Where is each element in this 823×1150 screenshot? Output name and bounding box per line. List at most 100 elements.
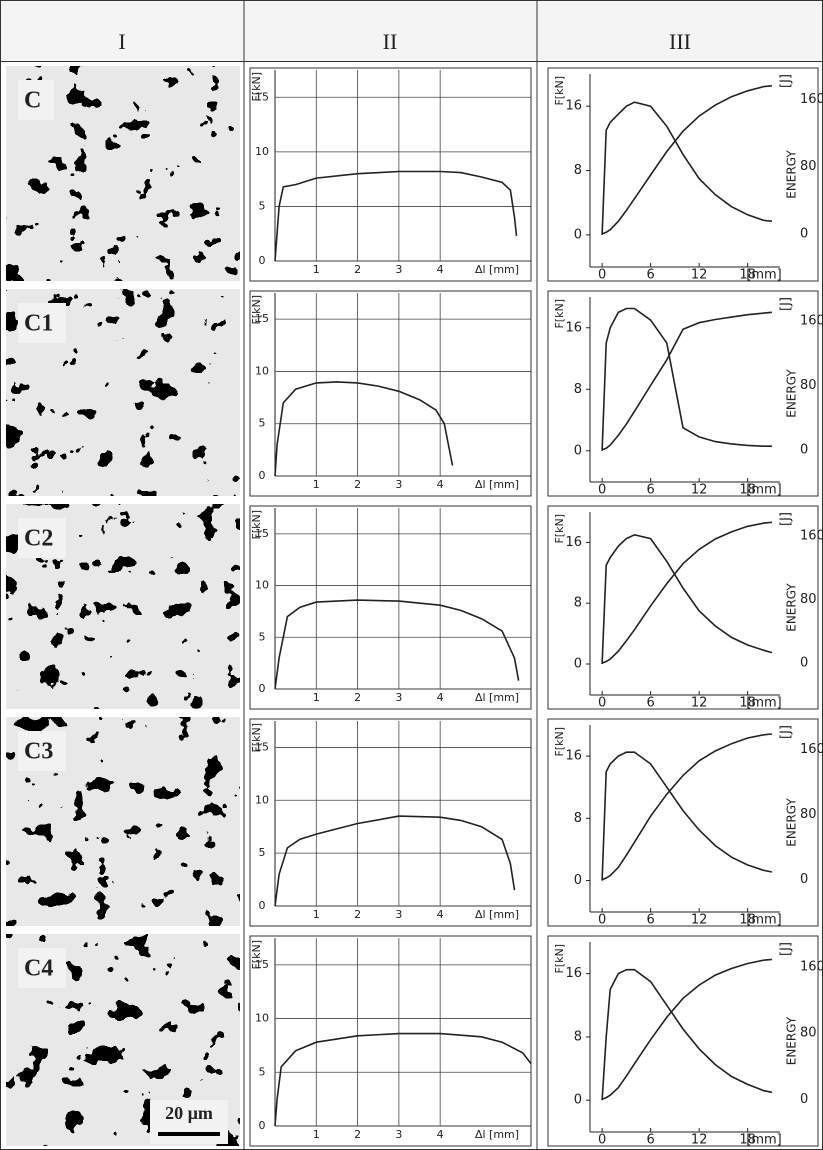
y2-unit-label: [J] xyxy=(779,297,794,311)
chart-frame xyxy=(249,67,532,282)
y2-tick-label: 0 xyxy=(800,656,808,671)
x-tick-label: 6 xyxy=(646,268,654,283)
data-line xyxy=(601,958,772,1101)
x-axis-label: [mm] xyxy=(746,913,781,928)
x-axis-label: Δl [mm] xyxy=(475,263,519,276)
y-tick-label: 8 xyxy=(574,163,582,178)
y-tick-label: 5 xyxy=(259,1065,266,1078)
x-tick-label: 2 xyxy=(354,908,361,921)
y-tick-label: 8 xyxy=(574,382,582,397)
y-tick-label: 15 xyxy=(255,90,269,103)
y2-axis-label: ENERGY xyxy=(785,1016,799,1065)
x-tick-label: 12 xyxy=(691,268,708,283)
data-line xyxy=(601,533,773,665)
x-axis-label: [mm] xyxy=(746,268,781,283)
y-tick-label: 15 xyxy=(255,312,269,325)
data-line xyxy=(601,733,772,881)
chart-frame xyxy=(547,718,819,927)
chart-frame xyxy=(249,935,532,1147)
x-tick-label: 3 xyxy=(395,908,402,921)
x-axis-label: Δl [mm] xyxy=(475,908,519,921)
x-tick-label: 12 xyxy=(691,1133,708,1148)
data-line xyxy=(601,101,772,235)
y-tick-label: 0 xyxy=(259,682,266,695)
x-tick-label: 0 xyxy=(598,913,606,928)
y2-tick-label: 0 xyxy=(800,1092,808,1107)
y2-tick-label: 0 xyxy=(800,442,808,457)
x-tick-label: 18 xyxy=(739,483,756,498)
chart-frame xyxy=(249,505,532,710)
micrographs: C C1 C2 C3 C4 20 µm xyxy=(6,66,240,1146)
x-tick-label: 0 xyxy=(598,1133,606,1148)
y-tick-label: 16 xyxy=(565,320,582,335)
x-tick-label: 6 xyxy=(646,1133,654,1148)
y-tick-label: 5 xyxy=(259,846,266,859)
data-line xyxy=(601,307,772,451)
x-tick-label: 0 xyxy=(598,268,606,283)
y-tick-label: 15 xyxy=(255,958,269,971)
y-axis-label: F[kN] xyxy=(553,299,566,329)
x-tick-label: 3 xyxy=(395,478,402,491)
x-tick-label: 4 xyxy=(437,478,444,491)
y2-tick-label: 160 xyxy=(800,528,823,543)
y-axis-label: F[kN] xyxy=(553,727,566,757)
x-axis-label: [mm] xyxy=(746,696,781,711)
label-box xyxy=(18,948,66,988)
y-tick-label: 0 xyxy=(574,227,582,242)
data-line xyxy=(601,521,772,664)
y2-tick-label: 80 xyxy=(800,159,817,174)
data-line xyxy=(274,170,518,262)
x-tick-label: 3 xyxy=(395,1128,402,1141)
column-header: I xyxy=(118,29,125,54)
y-tick-label: 0 xyxy=(574,873,582,888)
x-tick-label: 6 xyxy=(646,483,654,498)
x-tick-label: 3 xyxy=(395,263,402,276)
chart-frame xyxy=(547,935,819,1147)
x-tick-label: 1 xyxy=(313,908,320,921)
sample-label: C xyxy=(24,88,41,114)
data-line xyxy=(601,968,773,1101)
scale-bar-label: 20 µm xyxy=(165,1103,213,1123)
y-tick-label: 8 xyxy=(574,596,582,611)
x-tick-label: 12 xyxy=(691,696,708,711)
data-line xyxy=(274,599,520,690)
label-box xyxy=(18,731,66,771)
y2-axis-label: ENERGY xyxy=(785,798,799,847)
data-line xyxy=(274,1032,532,1127)
y2-axis-label: ENERGY xyxy=(785,369,799,418)
y2-unit-label: [J] xyxy=(779,74,794,88)
y-axis-label: F[kN] xyxy=(553,514,566,544)
header-row xyxy=(0,0,823,62)
x-tick-label: 12 xyxy=(691,483,708,498)
sample-label: C3 xyxy=(24,739,53,765)
x-axis-label: Δl [mm] xyxy=(475,691,519,704)
y-tick-label: 0 xyxy=(259,1119,266,1132)
y2-tick-label: 80 xyxy=(800,807,817,822)
y-tick-label: 15 xyxy=(255,527,269,540)
x-tick-label: 2 xyxy=(354,691,361,704)
label-box xyxy=(18,80,54,120)
y2-tick-label: 0 xyxy=(800,872,808,887)
x-axis-label: [mm] xyxy=(746,483,781,498)
y2-axis-label: ENERGY xyxy=(785,583,799,632)
data-line xyxy=(601,751,773,881)
sample-label: C1 xyxy=(24,311,53,337)
y-tick-label: 0 xyxy=(259,899,266,912)
x-tick-label: 1 xyxy=(313,691,320,704)
y-tick-label: 5 xyxy=(259,630,266,643)
scale-box xyxy=(150,1100,228,1144)
column-header: II xyxy=(383,29,398,54)
x-axis-label: Δl [mm] xyxy=(475,478,519,491)
y-axis-label: F[kN] xyxy=(250,940,263,970)
y-tick-label: 16 xyxy=(565,749,582,764)
x-tick-label: 4 xyxy=(437,908,444,921)
x-tick-label: 0 xyxy=(598,483,606,498)
x-tick-label: 3 xyxy=(395,691,402,704)
x-tick-label: 6 xyxy=(646,913,654,928)
y-tick-label: 0 xyxy=(574,1093,582,1108)
y-tick-label: 16 xyxy=(565,535,582,550)
x-tick-label: 4 xyxy=(437,1128,444,1141)
sample-label: C4 xyxy=(24,956,53,982)
data-line xyxy=(274,815,516,907)
